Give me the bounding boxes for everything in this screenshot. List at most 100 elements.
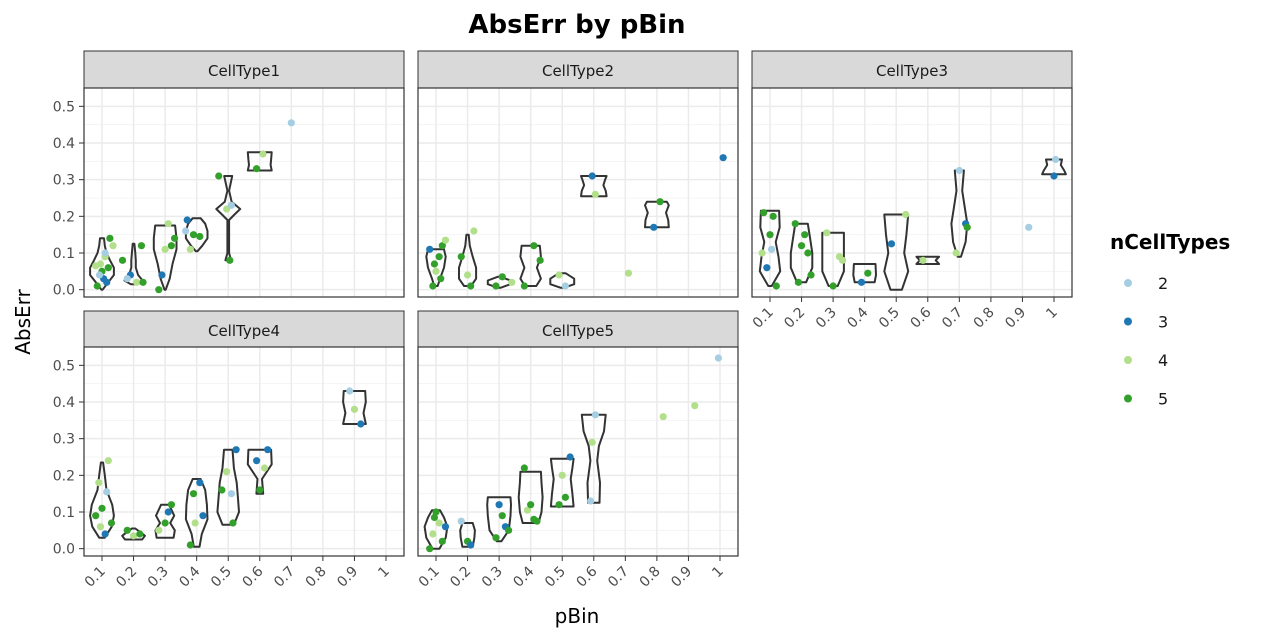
data-point xyxy=(650,223,658,231)
gridlines xyxy=(418,346,738,556)
data-point xyxy=(101,530,109,538)
data-point xyxy=(441,523,450,531)
data-point xyxy=(508,278,516,286)
data-point xyxy=(155,526,163,534)
data-point xyxy=(96,523,105,531)
data-point xyxy=(791,220,799,228)
violin-shape xyxy=(821,231,845,287)
violin-shape xyxy=(246,151,273,172)
y-tick-label: 0.4 xyxy=(53,136,75,152)
data-point xyxy=(430,513,439,522)
x-tick-label: 0.9 xyxy=(334,564,361,591)
data-point xyxy=(902,210,910,219)
data-point xyxy=(457,253,465,261)
data-point xyxy=(887,240,896,248)
data-point xyxy=(426,245,434,253)
facet-celltype3: CellType3 0.1 0.2 0.3 0.4 0.5 0.6 0.7 0.8 0.9 1 xyxy=(750,50,1073,332)
x-tick-label: 0.4 xyxy=(176,563,203,590)
panel-background xyxy=(84,88,404,297)
data-point xyxy=(438,242,446,250)
panel-background xyxy=(752,88,1072,297)
x-tick-label: 0.6 xyxy=(574,563,601,590)
data-point xyxy=(588,438,596,446)
data-point xyxy=(467,541,475,549)
violin-shape xyxy=(215,175,242,262)
data-point xyxy=(232,446,240,454)
data-point xyxy=(498,273,506,281)
x-tick-label: 0.9 xyxy=(668,564,695,591)
violin-shape xyxy=(1041,158,1067,176)
data-point xyxy=(106,234,114,242)
panel-background xyxy=(418,88,738,297)
legend-title: nCellTypes xyxy=(1110,230,1230,254)
data-point xyxy=(98,504,106,512)
violin-shape xyxy=(517,470,544,524)
violin-shape xyxy=(580,175,608,198)
panel-border xyxy=(83,87,405,298)
data-point xyxy=(829,282,837,290)
data-point xyxy=(624,269,633,277)
facet-strip xyxy=(417,50,739,89)
facet-strip xyxy=(751,50,1073,89)
legend-item: 5 xyxy=(1124,390,1168,409)
data-point xyxy=(196,232,204,241)
x-tick-label: 0.7 xyxy=(939,305,966,332)
data-point xyxy=(558,471,566,479)
data-point xyxy=(259,150,267,158)
x-tick-label: 0.2 xyxy=(113,564,140,591)
data-point xyxy=(441,236,450,244)
violin-shape xyxy=(184,478,209,548)
data-point xyxy=(435,519,443,527)
violin-shape xyxy=(216,448,240,526)
legend-label: 2 xyxy=(1158,274,1168,293)
data-point xyxy=(766,231,774,239)
violin-shape xyxy=(458,233,478,287)
x-tick-label: 0.5 xyxy=(876,305,903,332)
data-point xyxy=(520,464,528,472)
legend-item: 3 xyxy=(1124,313,1168,332)
data-point xyxy=(226,256,234,264)
data-point xyxy=(218,486,226,494)
data-point xyxy=(93,282,101,290)
data-point xyxy=(227,490,235,498)
data-point xyxy=(136,530,144,538)
data-point xyxy=(864,269,872,277)
data-point xyxy=(1025,223,1033,231)
data-point xyxy=(561,282,569,290)
data-point xyxy=(170,234,179,242)
data-point xyxy=(823,229,831,237)
data-point xyxy=(109,242,117,250)
data-point xyxy=(457,517,465,525)
x-tick-label: 0.8 xyxy=(637,564,664,591)
data-point xyxy=(107,519,116,527)
data-point xyxy=(123,526,131,534)
panel-background xyxy=(84,347,404,556)
data-point xyxy=(264,446,272,454)
violin-shape xyxy=(486,496,512,543)
y-tick-label: 0.2 xyxy=(53,468,75,484)
panel-background xyxy=(418,347,738,556)
data-point xyxy=(760,209,768,217)
data-point xyxy=(183,216,191,224)
x-tick-label: 0.3 xyxy=(479,564,506,591)
data-point xyxy=(189,490,198,498)
data-point xyxy=(1051,155,1060,164)
data-point xyxy=(769,212,777,220)
data-point xyxy=(182,227,190,235)
gridlines xyxy=(418,87,738,297)
data-point xyxy=(191,519,199,527)
data-point xyxy=(536,256,544,264)
y-tick-label: 0.5 xyxy=(53,358,75,374)
violin-shape xyxy=(644,200,670,229)
data-point xyxy=(492,282,500,290)
violin-shape xyxy=(184,217,209,253)
data-point xyxy=(533,517,541,525)
data-point xyxy=(952,249,960,257)
x-tick-label: 0.5 xyxy=(208,564,235,591)
data-point xyxy=(215,172,223,180)
data-point xyxy=(123,275,131,283)
data-point xyxy=(227,201,235,209)
x-tick-label: 1 xyxy=(709,564,727,582)
data-point xyxy=(432,508,440,516)
